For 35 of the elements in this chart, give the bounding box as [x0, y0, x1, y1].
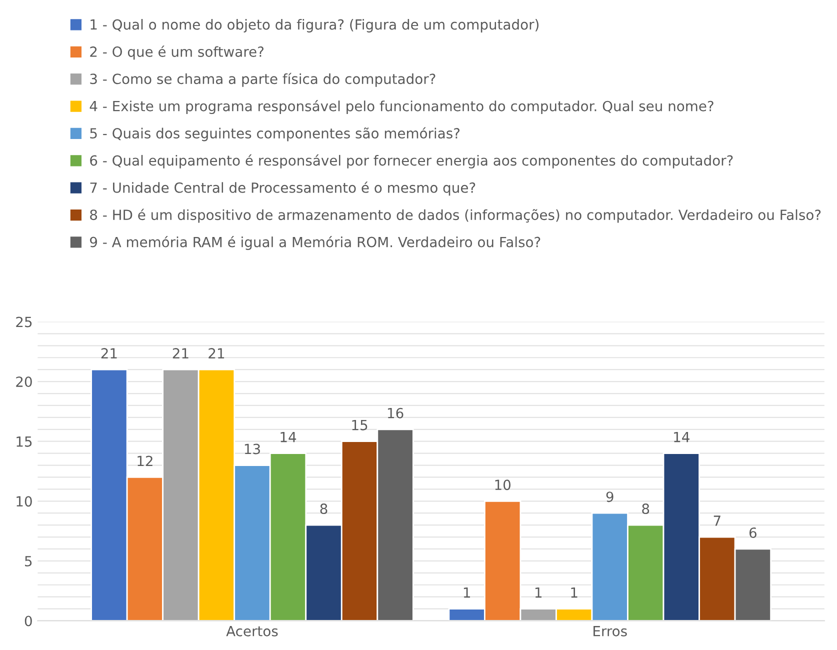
data-label: 12	[138, 456, 152, 466]
legend-label: 1 - Qual o nome do objeto da figura? (Figura de um computador)	[90, 19, 538, 32]
data-label: 21	[172, 348, 188, 358]
data-label: 10	[495, 480, 510, 490]
legend-label: 5 - Quais dos seguintes componentes são memórias?	[90, 127, 460, 142]
data-label: 21	[208, 348, 224, 358]
legend-label: 7 - Unidade Central de Processamento é o mesmo que?	[90, 182, 476, 196]
data-label: 1	[571, 587, 578, 598]
y-tick-label: 10	[16, 496, 32, 507]
legend-label: 9 - A memória RAM é igual a Memória ROM. Verdadeiro ou Falso?	[90, 236, 540, 250]
y-tick-label: 0	[24, 616, 32, 626]
legend-label: 6 - Qual equipamento é responsável por fornecer energia aos componentes do computador?	[90, 154, 733, 168]
data-label: 6	[749, 527, 756, 538]
data-label: 8	[320, 504, 328, 514]
x-tick-label: Erros	[594, 626, 627, 636]
legend-label: 8 - HD é um dispositivo de armazenamento de dados (informações) no computador. Verdadeiro ou Falso?	[90, 208, 821, 223]
y-tick-label: 5	[25, 556, 32, 566]
data-label: 8	[642, 504, 650, 514]
data-label: 1	[464, 587, 470, 598]
data-label: 9	[606, 492, 614, 502]
data-label: 1	[535, 587, 542, 598]
legend-label: 2 - O que é um software?	[90, 46, 264, 60]
data-label: 15	[352, 420, 368, 430]
legend-label: 4 - Existe um programa responsável pelo funcionamento do computador. Qual seu nome?	[90, 100, 714, 114]
y-tick-label: 25	[16, 316, 32, 328]
data-label: 13	[244, 444, 260, 454]
data-label: 14	[674, 432, 690, 442]
data-label: 14	[280, 432, 296, 442]
y-tick-label: 15	[16, 436, 32, 447]
y-tick-label: 20	[16, 376, 32, 388]
x-tick-label: Acertos	[226, 626, 278, 636]
data-label: 21	[101, 348, 117, 358]
legend-label: 3 - Como se chama a parte física do computador?	[90, 72, 436, 87]
data-label: 7	[714, 516, 720, 526]
data-label: 16	[388, 408, 404, 418]
